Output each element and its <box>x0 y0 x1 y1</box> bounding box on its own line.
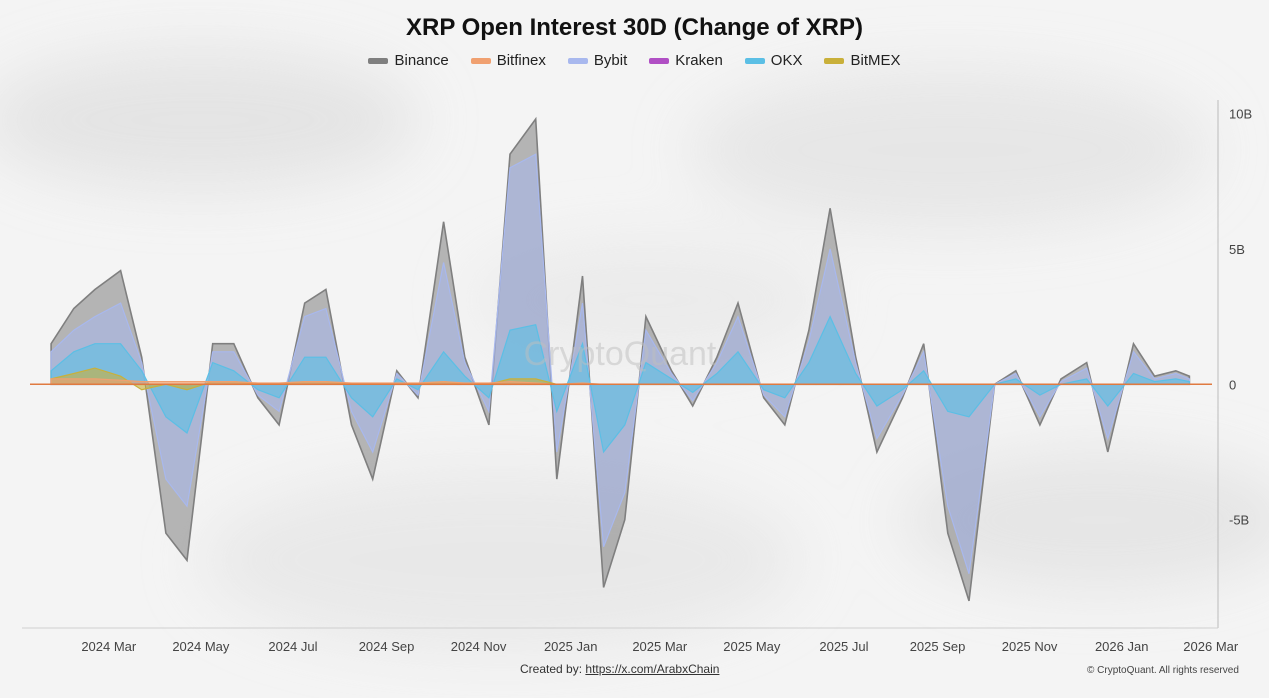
created-by-label: Created by: <box>520 662 583 676</box>
x-tick-label: 2025 Nov <box>1002 639 1058 654</box>
chart-title: XRP Open Interest 30D (Change of XRP) <box>406 14 863 41</box>
legend-item-okx[interactable]: OKX <box>744 52 803 69</box>
x-tick-label: 2024 Nov <box>451 639 507 654</box>
legend-label: Bybit <box>593 52 628 69</box>
legend-label: Binance <box>394 52 449 69</box>
footer-copyright: © CryptoQuant. All rights reserved <box>1087 665 1239 676</box>
y-axis-ticks: 10B 5B 0 -5B <box>1229 107 1252 528</box>
x-tick-label: 2025 May <box>723 639 781 654</box>
legend-label: Bitfinex <box>496 52 546 69</box>
legend-item-bitmex[interactable]: BitMEX <box>824 52 901 69</box>
x-tick-label: 2024 Sep <box>359 639 415 654</box>
x-tick-label: 2024 Mar <box>81 639 137 654</box>
x-tick-label: 2024 Jul <box>268 639 317 654</box>
legend-item-binance[interactable]: Binance <box>368 52 449 69</box>
legend-swatch <box>744 57 765 64</box>
y-tick-label: 10B <box>1229 107 1252 122</box>
legend-swatch <box>470 57 491 64</box>
x-tick-label: 2026 Mar <box>1183 639 1239 654</box>
y-tick-label: -5B <box>1229 513 1249 528</box>
series-area-bybit <box>50 153 1190 574</box>
legend-swatch <box>368 57 389 64</box>
y-tick-label: 0 <box>1229 377 1236 392</box>
x-tick-label: 2025 Jul <box>819 639 868 654</box>
footer-credit: Created by: https://x.com/ArabxChain <box>520 662 719 676</box>
y-tick-label: 5B <box>1229 242 1245 257</box>
x-tick-label: 2026 Jan <box>1095 639 1149 654</box>
legend-label: OKX <box>770 52 803 69</box>
x-tick-label: 2024 May <box>172 639 230 654</box>
watermark: CryptoQuant <box>524 335 717 373</box>
legend-label: BitMEX <box>850 52 901 69</box>
x-axis-ticks: 2024 Mar 2024 May 2024 Jul 2024 Sep 2024 Nov… <box>81 639 1239 654</box>
chart-legend: Binance Bitfinex Bybit Kraken OKX BitMEX <box>0 52 1269 69</box>
legend-item-bitfinex[interactable]: Bitfinex <box>470 52 546 69</box>
legend-item-bybit[interactable]: Bybit <box>567 52 628 69</box>
x-tick-label: 2025 Sep <box>910 639 966 654</box>
x-tick-label: 2025 Jan <box>544 639 598 654</box>
legend-label: Kraken <box>675 52 723 69</box>
legend-swatch <box>567 57 588 64</box>
legend-swatch <box>824 57 845 64</box>
legend-item-kraken[interactable]: Kraken <box>649 52 723 69</box>
creator-link[interactable]: https://x.com/ArabxChain <box>585 662 720 676</box>
legend-swatch <box>649 57 670 64</box>
x-tick-label: 2025 Mar <box>632 639 688 654</box>
